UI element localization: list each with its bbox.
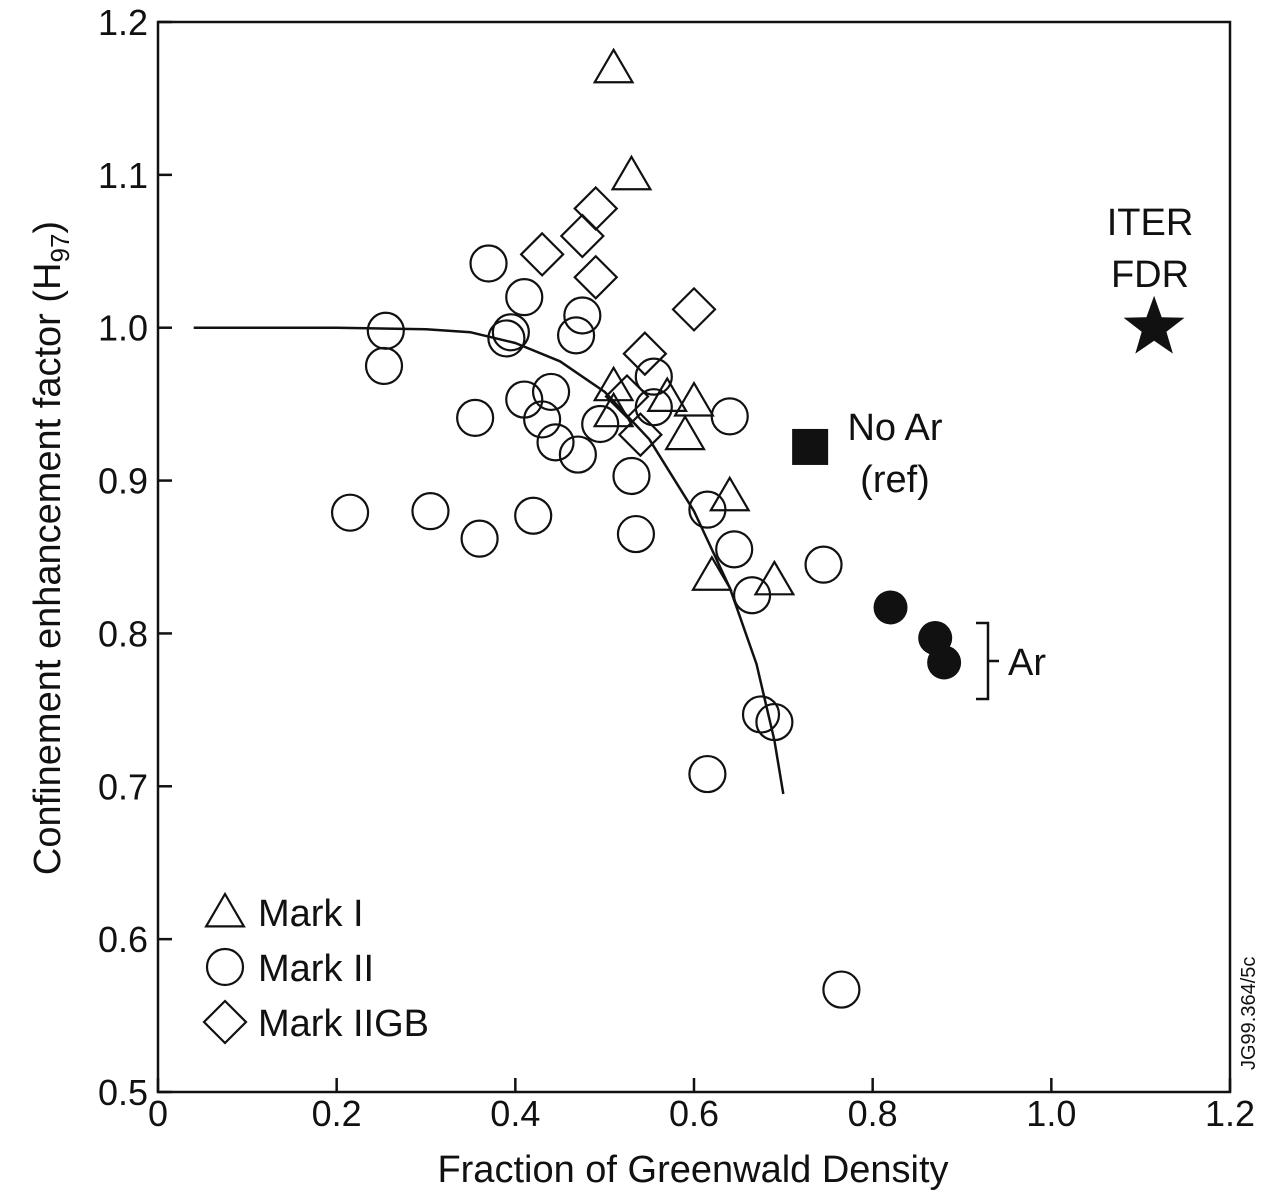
point-mark-ii	[634, 357, 673, 396]
data-points	[330, 47, 1185, 1009]
x-tick-label: 1.0	[1026, 1093, 1076, 1134]
point-mark-i	[673, 380, 715, 417]
point-mark-ii	[505, 380, 544, 419]
point-no-ar-ref	[792, 428, 829, 465]
point-mark-iigb	[622, 331, 668, 377]
point-mark-iigb	[617, 412, 663, 458]
point-mark-ii	[732, 576, 772, 615]
iter-label-line2: FDR	[1111, 254, 1189, 296]
point-mark-i	[753, 559, 796, 596]
y-tick-label: 0.6	[98, 919, 148, 960]
y-tick-label: 1.1	[98, 155, 148, 196]
point-mark-ii	[612, 456, 651, 496]
point-mark-ii	[531, 372, 571, 412]
y-axis-title: Confinement enhancement factor (H97)	[27, 221, 75, 875]
axis-ticks: 0 0.2 0.4 0.6 0.8 1.0 1.2 0.5 0.6 0.7 0.8 0.9 1.0 1.1…	[98, 2, 1255, 1134]
point-mark-i	[592, 47, 635, 84]
point-mark-ii	[330, 493, 370, 532]
legend-marker-mark-i	[204, 891, 246, 928]
point-mark-i	[664, 414, 706, 451]
x-tick-label: 0.2	[312, 1093, 362, 1134]
point-mark-ii	[460, 519, 499, 558]
x-tick-label: 0	[148, 1093, 168, 1134]
y-axis-title-subscript: 97	[45, 234, 75, 263]
point-mark-iigb	[671, 286, 717, 332]
x-tick-label: 0.8	[848, 1093, 898, 1134]
point-mark-ii	[822, 970, 861, 1009]
point-mark-ii	[581, 404, 620, 444]
iter-label-line1: ITER	[1107, 202, 1194, 244]
point-ar	[873, 590, 908, 625]
point-mark-ii	[556, 316, 596, 355]
point-mark-i	[691, 555, 733, 591]
point-mark-ii	[755, 702, 794, 742]
y-axis-title-close: )	[27, 221, 69, 234]
y-tick-label: 0.8	[98, 613, 148, 654]
point-mark-iigb	[573, 254, 619, 300]
point-mark-i	[708, 475, 751, 512]
y-axis-title-main: Confinement enhancement factor (H	[27, 263, 69, 876]
point-mark-ii	[616, 514, 656, 554]
point-mark-ii	[411, 492, 450, 531]
ar-label: Ar	[1008, 642, 1046, 684]
point-mark-ii	[558, 435, 597, 474]
point-mark-iigb	[519, 231, 565, 277]
point-mark-ii	[491, 313, 530, 352]
legend-marker-mark-ii	[205, 947, 245, 987]
point-mark-iigb	[604, 373, 650, 420]
x-axis-title: Fraction of Greenwald Density	[437, 1149, 948, 1191]
point-mark-ii	[688, 754, 727, 794]
legend: Mark I Mark II Mark IIGB	[202, 891, 429, 1045]
point-mark-ii	[469, 244, 508, 283]
fit-curve	[193, 326, 785, 795]
legend-label-mark-iigb: Mark IIGB	[258, 1003, 429, 1045]
y-tick-label: 1.2	[98, 2, 148, 43]
point-mark-ii	[487, 319, 526, 358]
point-mark-ii	[366, 311, 405, 350]
point-mark-ii	[688, 490, 727, 529]
x-tick-label: 0.6	[669, 1093, 719, 1134]
legend-label-mark-i: Mark I	[258, 893, 364, 935]
point-mark-ii	[514, 496, 553, 535]
legend-label-mark-ii: Mark II	[258, 948, 374, 990]
point-mark-ii	[741, 695, 781, 734]
legend-marker-mark-iigb	[202, 999, 248, 1045]
point-mark-ii	[456, 398, 495, 437]
point-mark-ii	[563, 296, 602, 335]
point-mark-i	[610, 154, 653, 191]
figure-id: JG99.364/5c	[1238, 957, 1260, 1070]
point-mark-i	[592, 391, 635, 428]
point-mark-i	[592, 365, 635, 402]
y-tick-label: 0.5	[98, 1072, 148, 1113]
ar-bracket	[976, 621, 999, 701]
point-mark-ii	[536, 423, 575, 462]
fit-curve-group	[193, 326, 785, 795]
point-mark-ii	[715, 530, 754, 569]
x-tick-label: 0.4	[490, 1093, 540, 1134]
point-mark-ii	[804, 545, 843, 584]
point-mark-ii	[364, 346, 404, 386]
point-iter-fdr	[1123, 295, 1185, 354]
point-mark-ii	[523, 400, 562, 439]
no-ar-label-line1: No Ar	[847, 407, 942, 449]
point-ar	[927, 645, 962, 680]
point-mark-ii	[710, 397, 749, 436]
y-tick-label: 0.9	[98, 461, 148, 502]
no-ar-label-line2: (ref)	[860, 459, 930, 501]
point-mark-iigb	[573, 185, 619, 232]
y-tick-label: 1.0	[98, 308, 148, 349]
point-mark-iigb	[559, 213, 605, 259]
y-tick-label: 0.7	[98, 766, 148, 807]
point-mark-ii	[505, 278, 544, 317]
x-tick-label: 1.2	[1205, 1093, 1255, 1134]
